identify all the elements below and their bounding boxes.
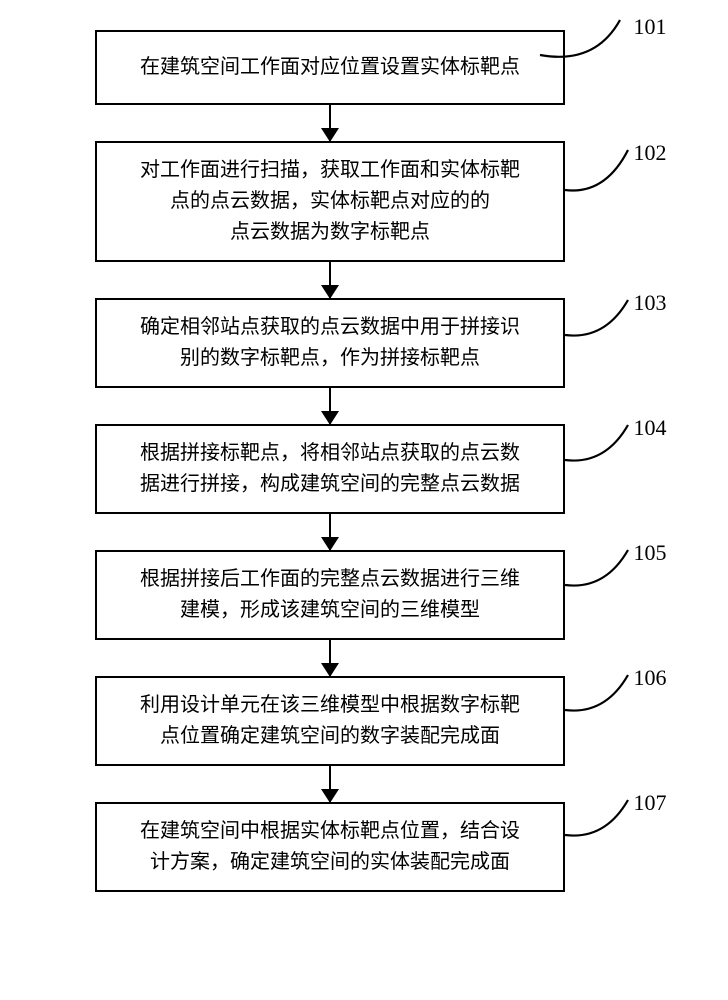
flowchart-canvas: 在建筑空间工作面对应位置设置实体标靶点 对工作面进行扫描，获取工作面和实体标靶 … [0, 0, 728, 1000]
connector-curve-icon [0, 0, 728, 1000]
